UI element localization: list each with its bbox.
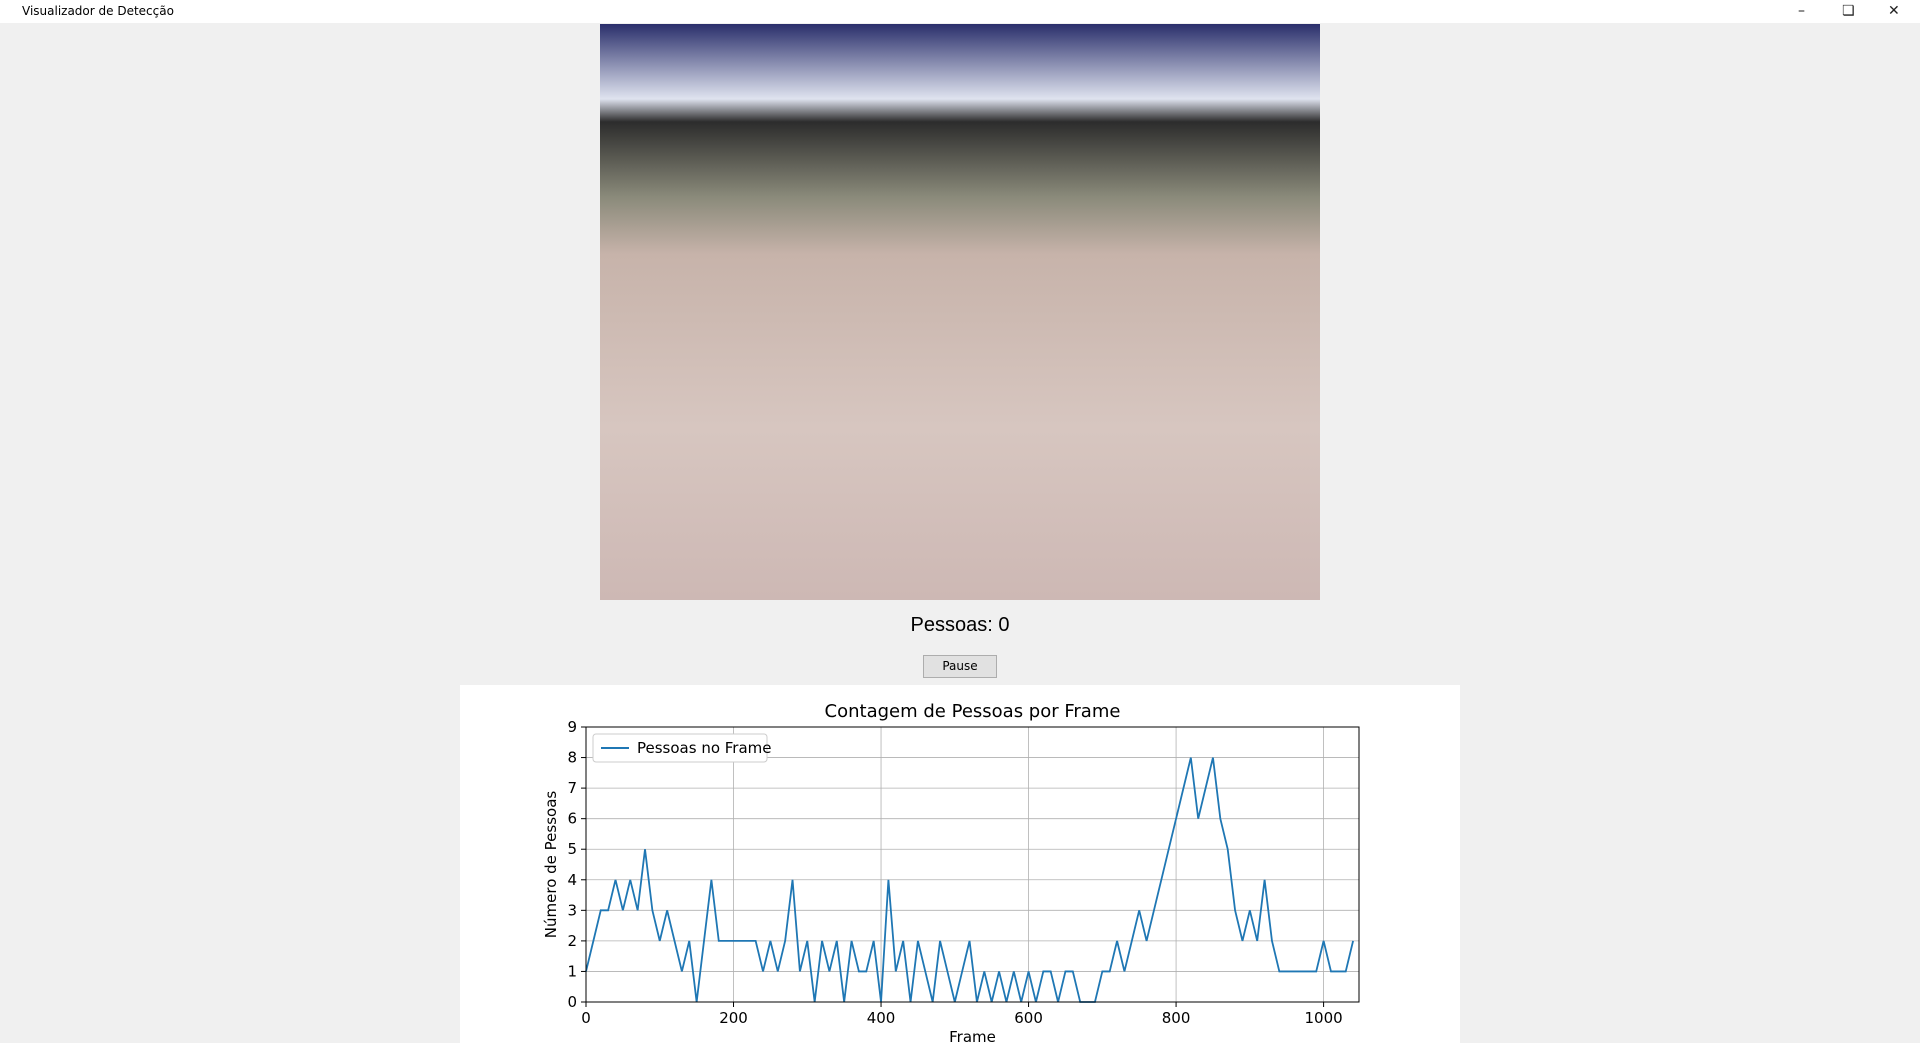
x-tick-label: 0	[581, 1009, 591, 1027]
y-tick-label: 4	[567, 871, 577, 889]
plot-frame	[585, 726, 1360, 1003]
y-tick-label: 5	[567, 840, 577, 858]
x-tick-label: 400	[867, 1009, 896, 1027]
y-tick-label: 7	[567, 779, 577, 797]
y-tick-label: 1	[567, 962, 577, 980]
close[interactable]: ✕	[1888, 3, 1900, 19]
video-frame	[600, 24, 1320, 600]
chart: Contagem de Pessoas por Frame 0 200 400 600 8…	[460, 685, 1460, 1043]
legend-label: Pessoas no Frame	[637, 739, 772, 757]
pause-button[interactable]: Pause	[923, 655, 997, 678]
legend-box	[592, 733, 768, 763]
y-axis-label: Número de Pessoas	[542, 791, 560, 939]
y-tick-label: 8	[567, 749, 577, 767]
y-tick-label: 9	[567, 718, 577, 736]
y-tick-label: 2	[567, 932, 577, 950]
y-tick-label: 0	[567, 993, 577, 1011]
title-bar: Visualizador de Detecção – ❏ ✕	[0, 0, 1920, 23]
x-tick-label: 200	[719, 1009, 748, 1027]
x-tick-label: 800	[1162, 1009, 1191, 1027]
x-axis-label: Frame	[949, 1028, 996, 1043]
minimize[interactable]: –	[1798, 3, 1805, 19]
people-counter: Pessoas: 0	[910, 614, 1010, 636]
y-tick-label: 3	[567, 901, 577, 919]
chart-title: Contagem de Pessoas por Frame	[825, 701, 1121, 722]
data-line	[585, 757, 1354, 1003]
window-title: Visualizador de Detecção	[22, 4, 174, 18]
x-tick-label: 600	[1014, 1009, 1043, 1027]
restore[interactable]: ❏	[1842, 3, 1855, 19]
y-tick-label: 6	[567, 810, 577, 828]
x-tick-label: 1000	[1305, 1009, 1343, 1027]
